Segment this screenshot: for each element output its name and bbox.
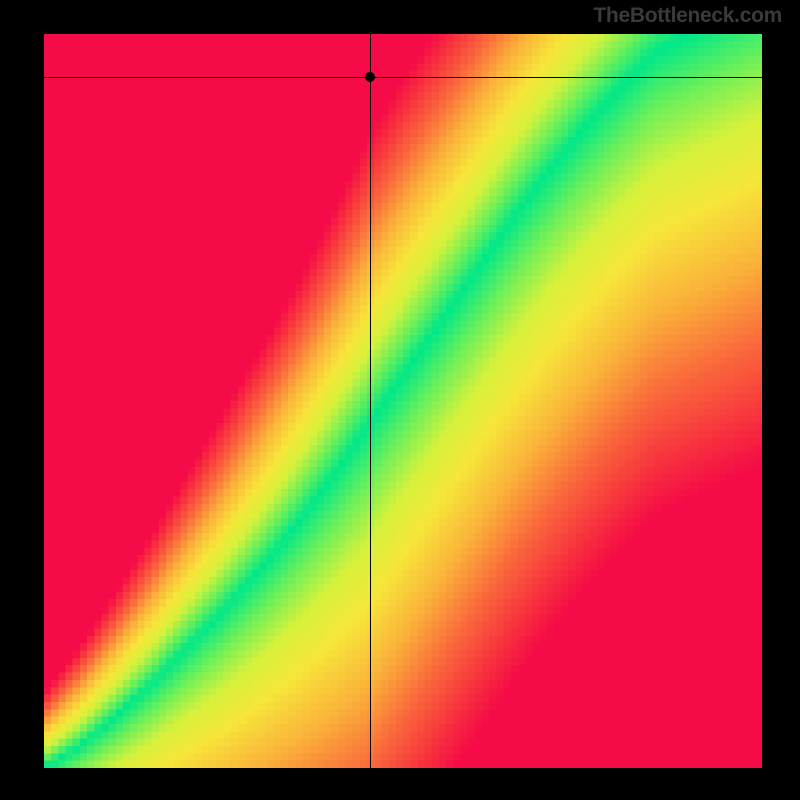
crosshair-marker [365, 72, 375, 82]
watermark-text: TheBottleneck.com [593, 4, 782, 28]
crosshair-vertical [370, 34, 371, 768]
crosshair-horizontal [44, 77, 762, 78]
plot-area [44, 34, 762, 768]
heatmap-canvas [44, 34, 762, 768]
